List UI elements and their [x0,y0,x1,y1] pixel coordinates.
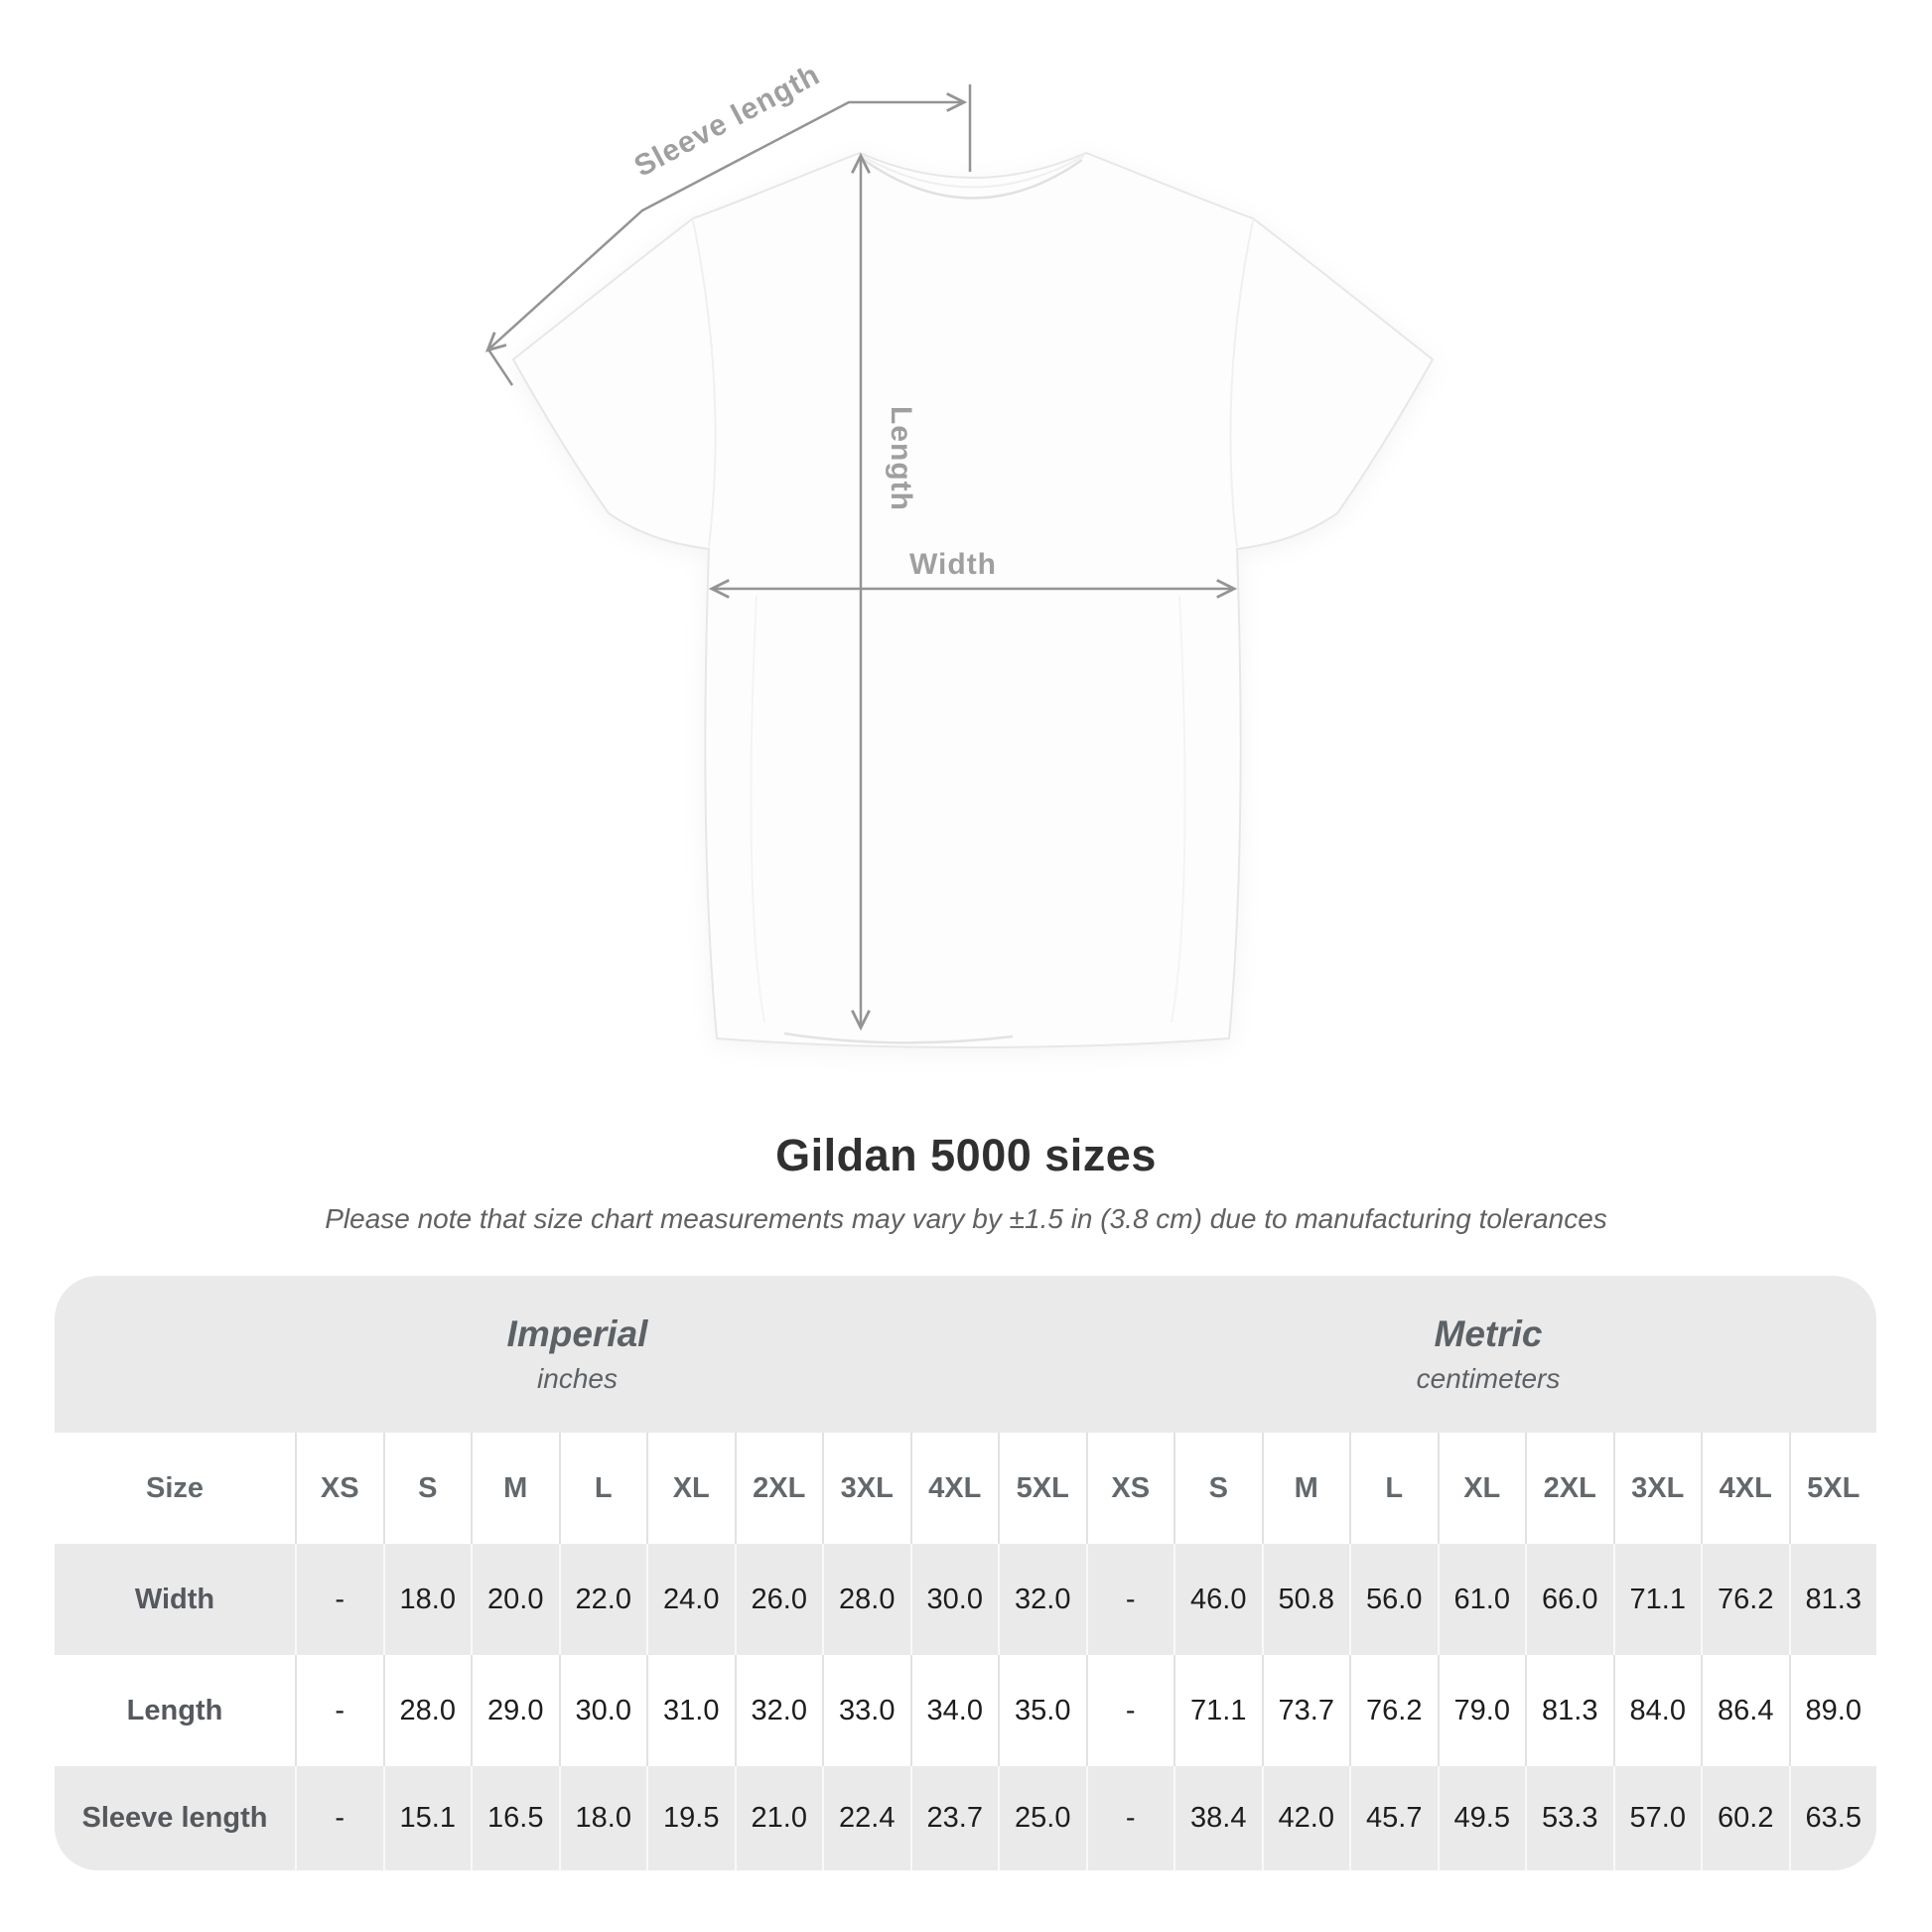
table-cell: 18.0 [558,1766,647,1870]
table-cell: 22.4 [822,1766,910,1870]
size-header: Size [145,1471,205,1504]
table-cell: 56.0 [1349,1544,1438,1655]
size-column-header: 2XL [734,1433,823,1544]
tshirt-measurement-diagram: Sleeve length Length Width [484,59,1435,1048]
table-cell: 28.0 [822,1544,910,1655]
table-cell: 42.0 [1261,1766,1350,1870]
table-cell: 71.1 [1173,1655,1262,1766]
table-cell: 21.0 [734,1766,823,1870]
table-cell: 18.0 [382,1544,472,1655]
size-header-row: Size XS S M L XL 2XL 3XL 4XL 5XL XS S M … [55,1433,1876,1544]
sleeve-length-arrow [484,84,972,386]
table-cell: 31.0 [646,1655,735,1766]
table-cell: 19.5 [646,1766,735,1870]
table-cell: 49.5 [1437,1766,1526,1870]
table-cell: 61.0 [1437,1544,1526,1655]
table-cell: 26.0 [734,1544,823,1655]
table-cell: 79.0 [1437,1655,1526,1766]
table-cell: 84.0 [1612,1655,1702,1766]
size-column-header: M [1261,1433,1350,1544]
table-cell: 89.0 [1788,1655,1877,1766]
table-cell: 50.8 [1261,1544,1350,1655]
table-row-sleeve-length: Sleeve length - 15.1 16.5 18.0 19.5 21.0… [55,1766,1876,1870]
size-column-header: XL [646,1433,735,1544]
size-table-card: Imperial inches Metric centimeters Size … [55,1276,1876,1870]
table-cell: - [1085,1655,1174,1766]
table-cell: 86.4 [1701,1655,1789,1766]
tshirt-image [511,151,1435,1048]
table-cell: 76.2 [1701,1544,1789,1655]
table-cell: 66.0 [1525,1544,1613,1655]
size-column-header: 3XL [822,1433,910,1544]
size-column-header: 4XL [1701,1433,1789,1544]
size-column-header: 4XL [909,1433,999,1544]
row-label: Length [126,1694,223,1726]
table-cell: 16.5 [471,1766,559,1870]
table-cell: 76.2 [1349,1655,1438,1766]
table-cell: - [1085,1544,1174,1655]
imperial-unit-group: Imperial inches [55,1276,1100,1433]
table-cell: 30.0 [909,1544,999,1655]
table-cell: 35.0 [998,1655,1086,1766]
table-cell: 32.0 [734,1655,823,1766]
table-cell: 38.4 [1173,1766,1262,1870]
metric-unit: centimeters [1416,1363,1561,1394]
table-cell: 34.0 [909,1655,999,1766]
table-cell: 45.7 [1349,1766,1438,1870]
table-cell: 73.7 [1261,1655,1350,1766]
table-cell: 60.2 [1701,1766,1789,1870]
unit-header-band: Imperial inches Metric centimeters [55,1276,1876,1433]
table-cell: 46.0 [1173,1544,1262,1655]
table-cell: 81.3 [1525,1655,1613,1766]
table-cell: 15.1 [382,1766,472,1870]
table-cell: 23.7 [909,1766,999,1870]
size-column-header: L [558,1433,647,1544]
size-column-header: 5XL [998,1433,1086,1544]
table-cell: 71.1 [1612,1544,1702,1655]
row-label: Sleeve length [81,1802,268,1834]
table-cell: - [295,1544,383,1655]
size-column-header: 5XL [1788,1433,1877,1544]
table-cell: 57.0 [1612,1766,1702,1870]
size-column-header: XL [1437,1433,1526,1544]
metric-unit-group: Metric centimeters [1100,1276,1876,1433]
table-cell: 29.0 [471,1655,559,1766]
table-cell: 63.5 [1788,1766,1877,1870]
table-cell: 32.0 [998,1544,1086,1655]
table-cell: 24.0 [646,1544,735,1655]
width-label: Width [909,548,997,581]
size-column-header: L [1349,1433,1438,1544]
length-label: Length [885,406,917,511]
row-label: Width [134,1583,215,1615]
table-cell: 81.3 [1788,1544,1877,1655]
size-column-header: 2XL [1525,1433,1613,1544]
table-cell: - [295,1766,383,1870]
sleeve-length-label: Sleeve length [629,59,826,184]
table-cell: - [1085,1766,1174,1870]
imperial-unit: inches [537,1363,618,1394]
page-title: Gildan 5000 sizes [775,1130,1157,1180]
chart-heading: Gildan 5000 sizes Please note that size … [0,1130,1932,1235]
table-cell: 33.0 [822,1655,910,1766]
table-cell: 25.0 [998,1766,1086,1870]
size-column-header: S [1173,1433,1262,1544]
size-column-header: M [471,1433,559,1544]
table-cell: 20.0 [471,1544,559,1655]
table-cell: 30.0 [558,1655,647,1766]
size-column-header: 3XL [1612,1433,1702,1544]
size-column-header: XS [1085,1433,1174,1544]
table-row-width: Width - 18.0 20.0 22.0 24.0 26.0 28.0 30… [55,1544,1876,1655]
table-row-length: Length - 28.0 29.0 30.0 31.0 32.0 33.0 3… [55,1655,1876,1766]
table-cell: 53.3 [1525,1766,1613,1870]
size-column-header: S [382,1433,472,1544]
table-cell: - [295,1655,383,1766]
table-cell: 28.0 [382,1655,472,1766]
imperial-label: Imperial [506,1313,648,1354]
size-column-header: XS [295,1433,383,1544]
tolerance-note: Please note that size chart measurements… [325,1203,1607,1234]
metric-label: Metric [1434,1313,1543,1354]
table-cell: 22.0 [558,1544,647,1655]
